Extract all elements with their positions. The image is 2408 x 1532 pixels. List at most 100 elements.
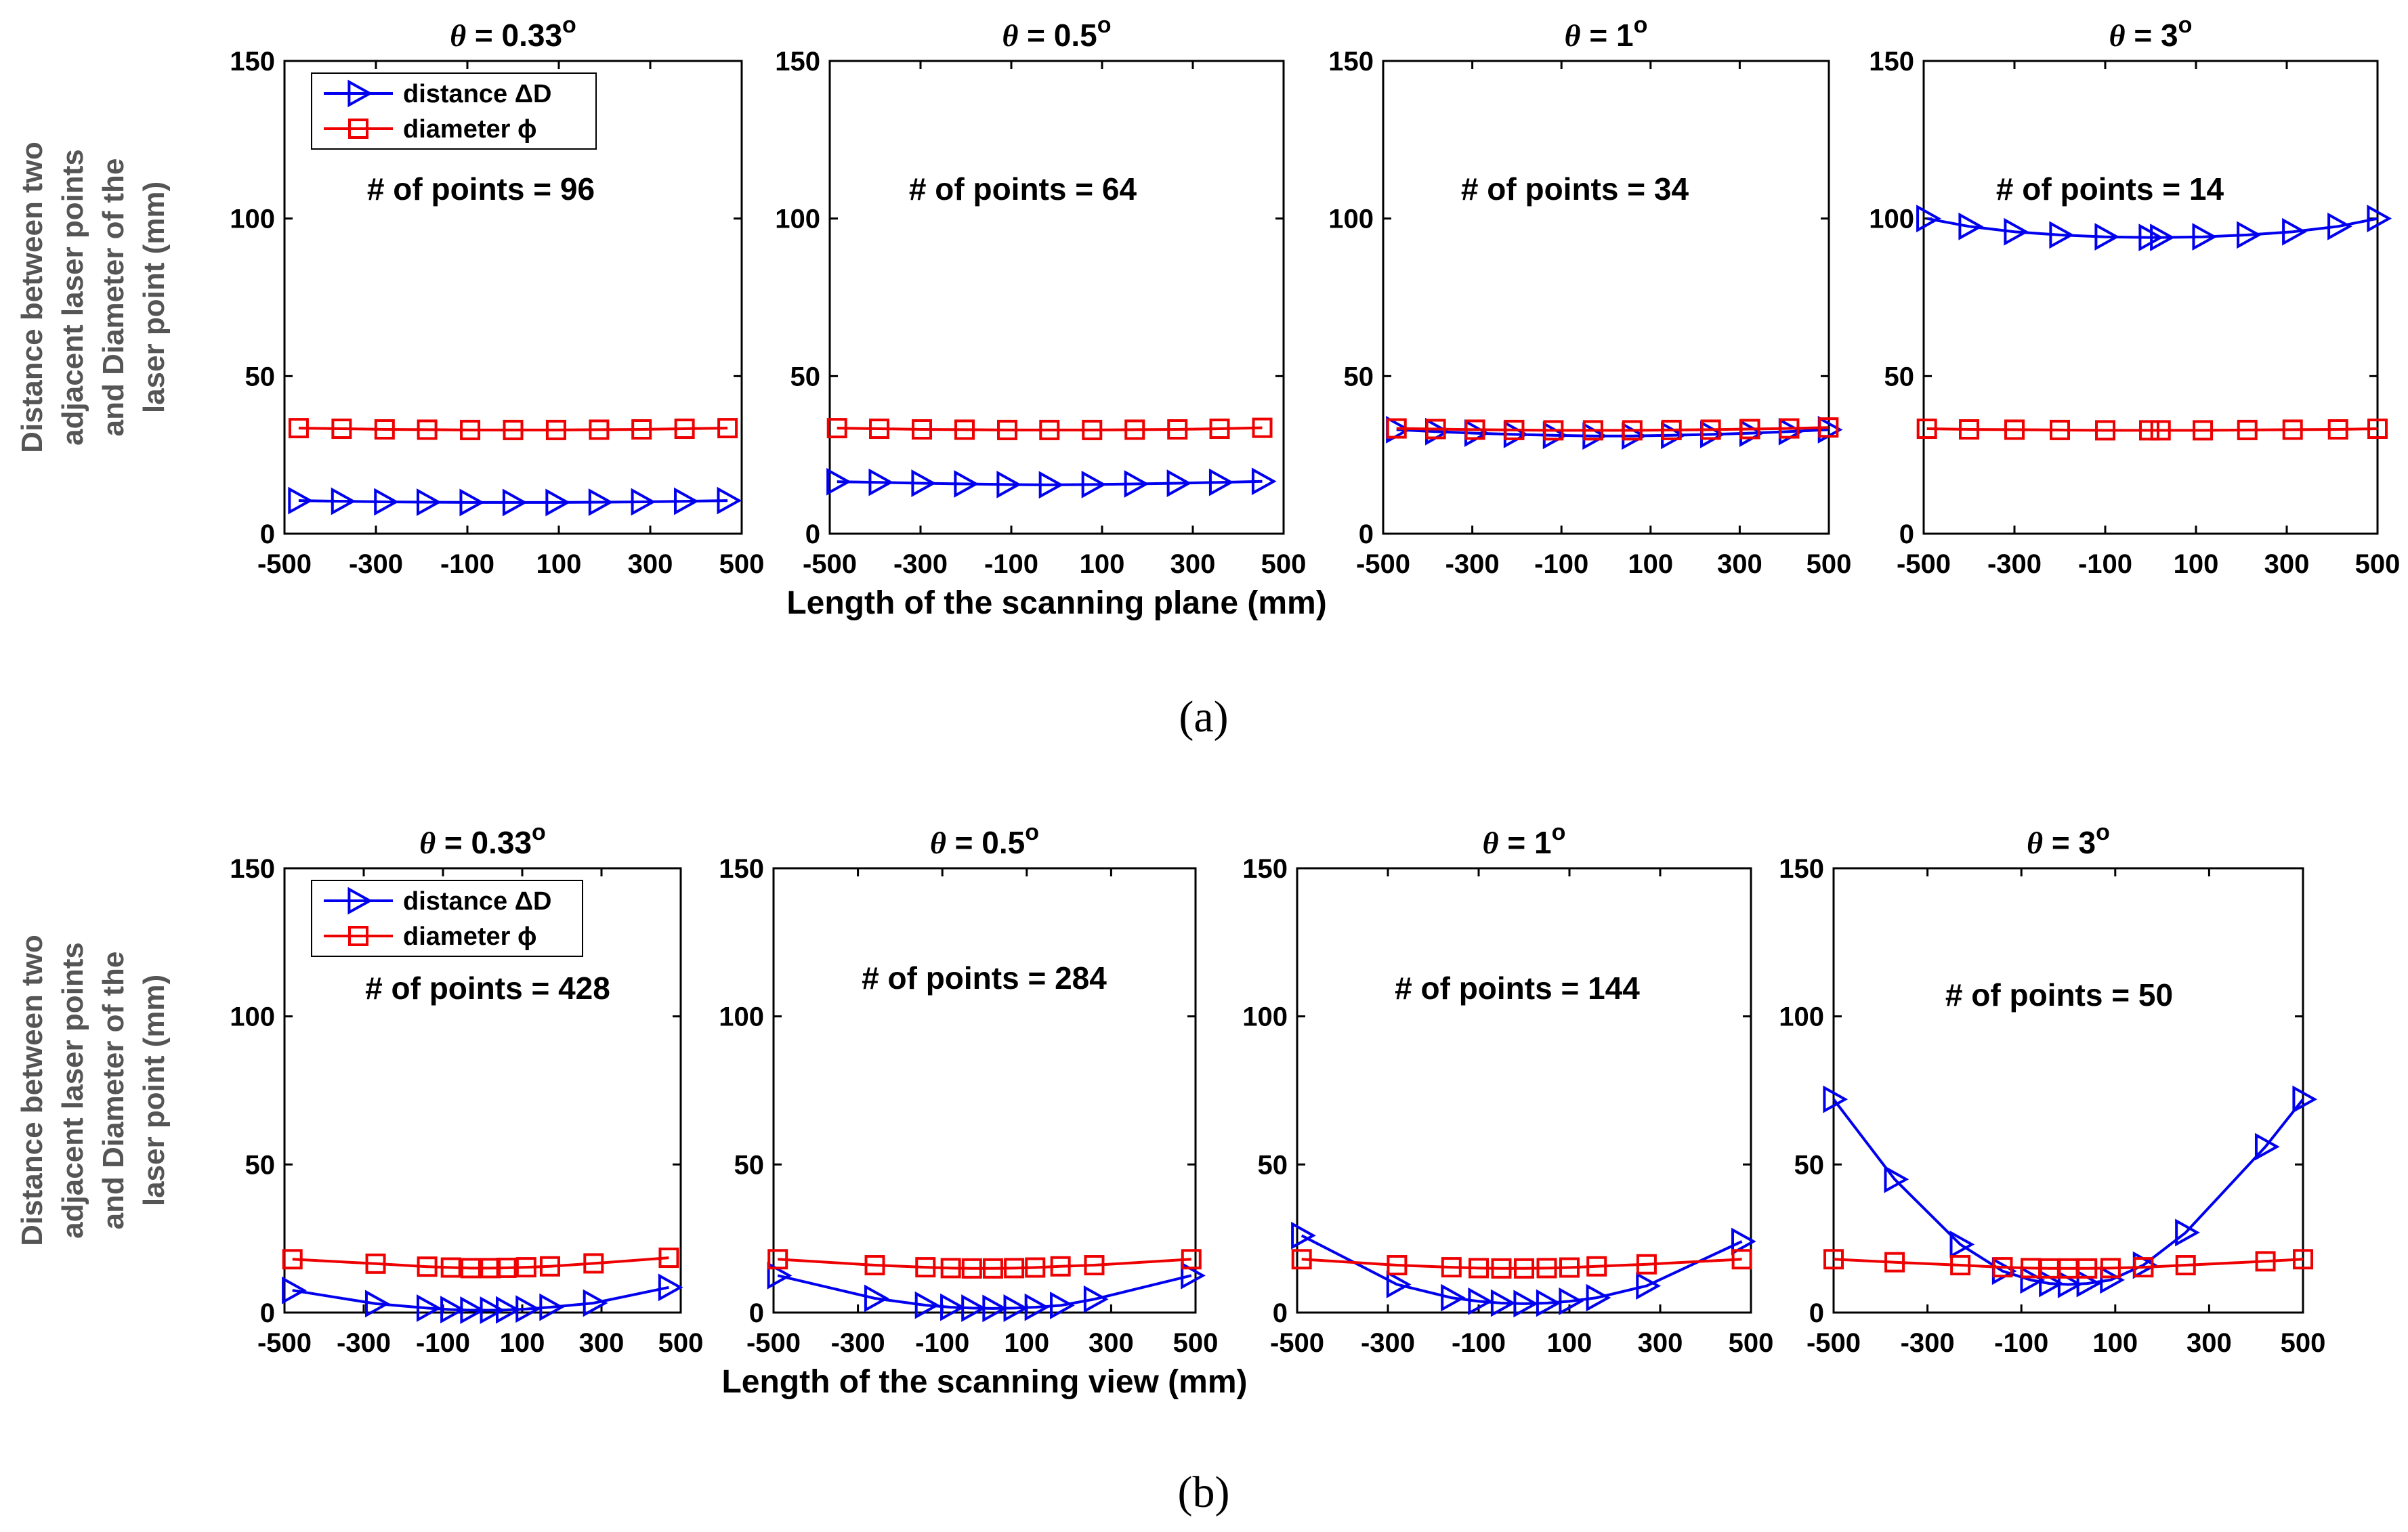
marker-square	[1504, 419, 1525, 440]
series-line	[837, 480, 1263, 486]
y-tick-label: 0	[260, 519, 275, 549]
marker-triangle	[1490, 1289, 1516, 1317]
x-tick-label: 100	[536, 549, 582, 579]
marker-square	[515, 1257, 536, 1278]
y-tick-label: 0	[1899, 519, 1914, 549]
marker-triangle	[826, 467, 851, 496]
marker-square	[2367, 419, 2388, 440]
degree-mark: o	[1634, 12, 1648, 38]
marker-triangle	[1536, 1289, 1561, 1317]
series-diameter	[1291, 1249, 1752, 1279]
marker-square	[2255, 1251, 2276, 1272]
x-tick-label: -100	[915, 1328, 969, 1358]
y-tick-label: 50	[245, 1150, 276, 1180]
degree-mark: o	[1552, 820, 1566, 845]
marker-triangle	[2282, 217, 2307, 246]
marker-square	[1464, 419, 1485, 440]
x-tick-label: -100	[416, 1328, 470, 1358]
marker-triangle	[1949, 1231, 1975, 1258]
marker-square	[503, 419, 524, 440]
marker-triangle	[331, 487, 356, 515]
marker-triangle	[288, 486, 314, 515]
x-tick-label: 300	[1170, 549, 1216, 579]
legend-label-distance: distance ΔD	[403, 887, 551, 916]
y-tick-label: 100	[230, 1002, 275, 1032]
y-tick-label: 150	[1242, 854, 1288, 884]
chart-b-4: 0 50 100 150 -500 -300 -100 100 300 500 θ = 3o # of…	[1779, 820, 2325, 1358]
series-line	[1833, 1258, 2304, 1270]
plot-area	[772, 867, 1197, 1314]
y-tick-label: 0	[1809, 1298, 1824, 1328]
x-tick-label: -100	[2078, 549, 2132, 579]
marker-triangle	[1823, 1085, 1849, 1113]
marker-square	[2077, 1258, 2098, 1279]
chart-b-2: 0 50 100 150 -500 -300 -100 100 300 500 θ = 0.5o # …	[719, 820, 1247, 1400]
legend-label-diameter: diameter ϕ	[403, 115, 536, 144]
marker-triangle	[996, 471, 1022, 498]
y-tick-label: 0	[805, 519, 820, 549]
x-tick-label: 300	[2264, 549, 2310, 579]
series-line	[298, 427, 728, 431]
legend-label-distance: distance ΔD	[403, 80, 551, 108]
marker-triangle	[1050, 1292, 1075, 1319]
y-axis-label-line: adjacent laser points	[56, 942, 89, 1239]
degree-mark: o	[2096, 820, 2110, 845]
chart-a-1: 0 50 100 150 -500 -300 -100 100 300 500 θ = 0.33o #…	[16, 12, 764, 579]
marker-square	[1387, 1255, 1408, 1276]
marker-square	[864, 1255, 885, 1276]
marker-triangle	[2057, 1271, 2083, 1298]
x-tick-label: -100	[1994, 1328, 2048, 1358]
degree-mark: o	[532, 820, 546, 845]
series-line	[298, 499, 728, 504]
marker-triangle	[2192, 223, 2218, 251]
x-axis-label: Length of the scanning plane (mm)	[786, 585, 1326, 621]
marker-triangle	[459, 488, 485, 517]
marker-square	[1082, 419, 1103, 440]
plot-area	[1922, 60, 2379, 535]
marker-triangle	[717, 486, 742, 515]
marker-square	[826, 418, 847, 439]
marker-triangle	[1386, 1271, 1412, 1298]
marker-square	[915, 1257, 936, 1278]
marker-triangle	[515, 1295, 541, 1323]
y-tick-label: 100	[1869, 205, 1914, 234]
series-line	[1396, 426, 1829, 432]
marker-triangle	[864, 1284, 889, 1313]
marker-triangle	[1024, 1293, 1050, 1321]
series-line	[1396, 428, 1829, 438]
marker-square	[1739, 419, 1760, 440]
marker-square	[1559, 1257, 1580, 1278]
marker-triangle	[1513, 1290, 1539, 1318]
x-tick-label: -300	[337, 1328, 391, 1358]
marker-square	[2050, 419, 2070, 440]
marker-triangle	[1208, 468, 1234, 496]
marker-square	[539, 1256, 560, 1277]
marker-triangle	[588, 488, 614, 516]
marker-square	[954, 419, 975, 440]
marker-square	[288, 418, 309, 439]
x-tick-label: 300	[1089, 1328, 1134, 1358]
x-tick-label: -500	[1270, 1328, 1324, 1358]
marker-square	[912, 419, 933, 440]
x-tick-label: 100	[500, 1328, 545, 1358]
x-tick-label: 300	[1638, 1328, 1683, 1358]
marker-square	[1181, 1249, 1202, 1270]
marker-triangle	[954, 470, 979, 498]
plot-area	[1296, 867, 1752, 1314]
marker-square	[674, 419, 695, 440]
marker-square	[2175, 1255, 2196, 1276]
marker-triangle	[1916, 205, 1941, 233]
x-tick-label: 500	[1807, 549, 1852, 579]
points-count: # of points = 144	[1395, 971, 1640, 1006]
x-tick-label: -300	[1361, 1328, 1415, 1358]
marker-triangle	[631, 488, 656, 516]
marker-square	[1025, 1257, 1046, 1278]
y-tick-label: 0	[260, 1298, 275, 1328]
x-tick-label: -300	[831, 1328, 885, 1358]
marker-square	[2237, 419, 2258, 440]
series-line	[777, 1274, 1192, 1310]
y-axis-label-line: Distance between two	[16, 142, 49, 453]
marker-square	[1514, 1258, 1534, 1279]
x-tick-label: 500	[658, 1328, 704, 1358]
